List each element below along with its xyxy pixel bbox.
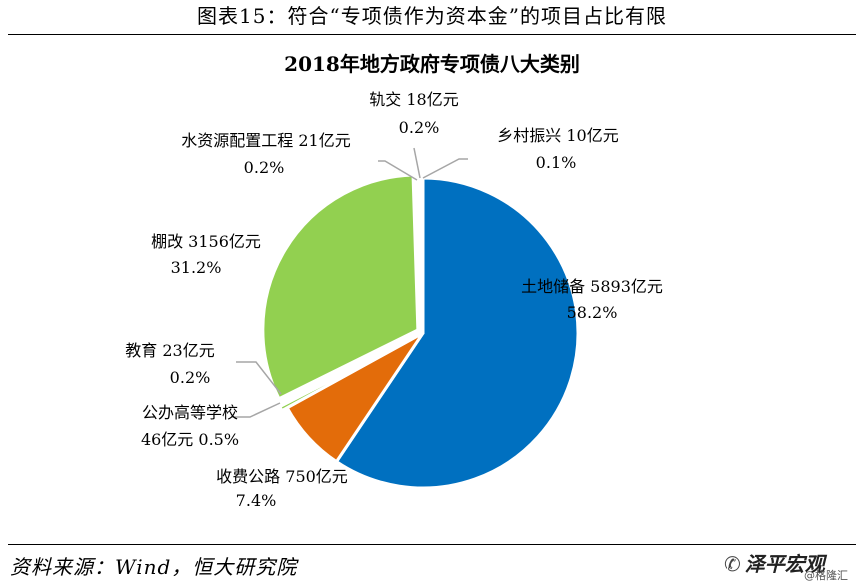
wechat-icon: ✆ bbox=[724, 552, 741, 576]
leader-line-6 bbox=[378, 160, 418, 181]
figure-header: 图表15：符合“专项债作为资本金”的项目占比有限 bbox=[197, 4, 667, 28]
slice-percent-3: 46亿元 0.5% bbox=[141, 430, 239, 449]
slice-percent-4: 0.2% bbox=[170, 368, 211, 387]
slice-percent-7: 0.2% bbox=[399, 118, 440, 137]
slice-percent-6: 0.2% bbox=[244, 158, 285, 177]
header-rule bbox=[8, 34, 856, 35]
slice-label-8: 乡村振兴 10亿元 bbox=[497, 126, 618, 145]
leader-line-4 bbox=[236, 361, 282, 395]
slice-label-4: 教育 23亿元 bbox=[125, 341, 214, 360]
slice-label-3: 公办高等学校 bbox=[142, 403, 238, 422]
slice-label-1: 土地储备 5893亿元 bbox=[521, 277, 663, 296]
slice-percent-2: 7.4% bbox=[236, 491, 277, 510]
leader-line-3 bbox=[232, 402, 281, 418]
slice-label-2: 收费公路 750亿元 bbox=[216, 467, 348, 486]
leader-lines bbox=[232, 147, 468, 418]
leader-line-8 bbox=[422, 158, 468, 179]
pie-slices bbox=[261, 170, 580, 490]
source-note: 资料来源：Wind，恒大研究院 bbox=[10, 555, 298, 579]
watermark: @格隆汇 bbox=[804, 569, 848, 582]
slice-percent-8: 0.1% bbox=[536, 153, 577, 172]
slice-label-7: 轨交 18亿元 bbox=[369, 90, 458, 109]
pie-slice-4 bbox=[277, 334, 420, 409]
leader-line-7 bbox=[413, 147, 421, 179]
brand-label: 泽平宏观 bbox=[744, 552, 825, 576]
footer-rule bbox=[8, 544, 856, 545]
slice-labels: 土地储备 5893亿元 58.2% 收费公路 750亿元 7.4% 公办高等学校 46亿元… bbox=[125, 90, 663, 510]
pie-slice-5 bbox=[261, 173, 420, 401]
brand-mark: ✆ 泽平宏观 bbox=[724, 548, 825, 577]
slice-percent-5: 31.2% bbox=[171, 258, 222, 277]
pie-slice-8 bbox=[420, 176, 425, 335]
pie-slice-1 bbox=[334, 176, 580, 490]
chart-title: 2018年地方政府专项债八大类别 bbox=[284, 52, 580, 76]
slice-percent-1: 58.2% bbox=[567, 303, 618, 322]
slice-label-6: 水资源配置工程 21亿元 bbox=[181, 131, 350, 150]
slice-label-5: 棚改 3156亿元 bbox=[151, 232, 261, 251]
